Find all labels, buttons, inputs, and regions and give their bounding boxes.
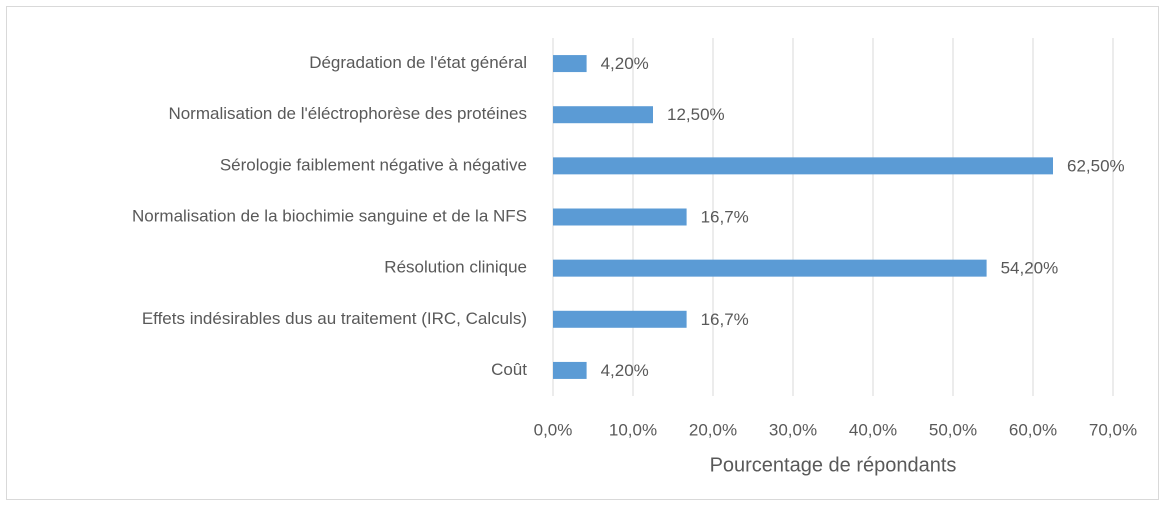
x-tick-label: 50,0%	[929, 420, 977, 439]
x-tick-label: 20,0%	[689, 420, 737, 439]
bar	[553, 157, 1053, 175]
x-tick-label: 70,0%	[1089, 420, 1137, 439]
value-label: 62,50%	[1067, 156, 1125, 175]
x-tick-label: 40,0%	[849, 420, 897, 439]
bar	[553, 55, 587, 73]
y-tick-label: Dégradation de l'état général	[309, 53, 527, 72]
y-tick-label: Normalisation de la biochimie sanguine e…	[132, 206, 527, 225]
value-label: 16,7%	[701, 310, 749, 329]
bar	[553, 361, 587, 379]
x-tick-label: 0,0%	[534, 420, 573, 439]
chart-border	[6, 6, 1159, 500]
x-tick-label: 60,0%	[1009, 420, 1057, 439]
x-axis-label: Pourcentage de répondants	[710, 454, 957, 476]
value-label: 16,7%	[701, 207, 749, 226]
bar	[553, 208, 687, 226]
bar	[553, 310, 687, 328]
bar	[553, 106, 653, 124]
value-label: 4,20%	[601, 361, 649, 380]
value-label: 12,50%	[667, 105, 725, 124]
y-tick-label: Résolution clinique	[384, 258, 527, 277]
y-tick-label: Normalisation de l'éléctrophorèse des pr…	[168, 104, 527, 123]
y-tick-label: Sérologie faiblement négative à négative	[220, 155, 527, 174]
bar	[553, 259, 987, 277]
x-tick-label: 30,0%	[769, 420, 817, 439]
x-tick-label: 10,0%	[609, 420, 657, 439]
y-tick-label: Effets indésirables dus au traitement (I…	[142, 309, 527, 328]
value-label: 54,20%	[1001, 259, 1059, 278]
y-tick-label: Coût	[491, 360, 527, 379]
value-label: 4,20%	[601, 54, 649, 73]
